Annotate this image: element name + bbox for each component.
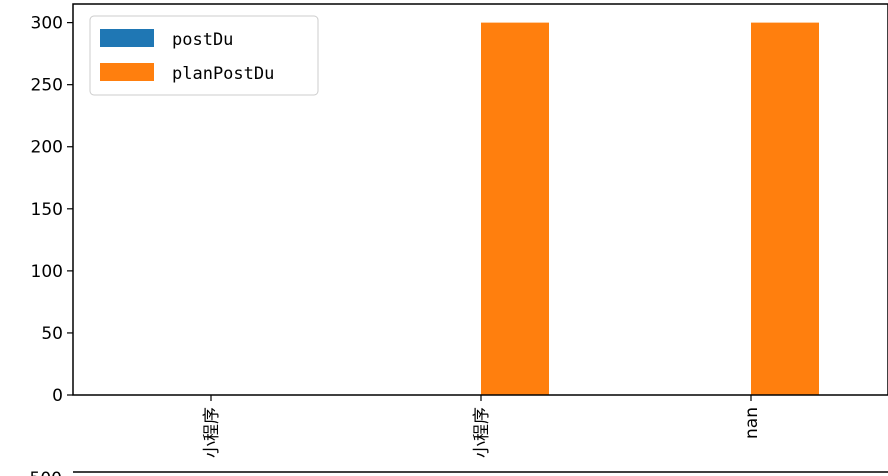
legend-swatch-planPostDu: [100, 63, 154, 81]
y-tick-label-250: 250: [31, 76, 63, 96]
y-tick-label-100: 100: [31, 262, 63, 282]
legend-label-postDu: postDu: [172, 30, 233, 50]
y-tick-label-50: 50: [41, 324, 63, 344]
plot-frame: [72, 3, 888, 396]
x-axis: 小程序 小程序 nan: [202, 395, 762, 458]
bars-group: [481, 22, 819, 395]
y-tick-label-150: 150: [31, 200, 63, 220]
y-tick-label-200: 200: [31, 138, 63, 158]
y-tick-label-0: 0: [52, 386, 63, 406]
legend-swatch-postDu: [100, 29, 154, 47]
y-tick-label-300: 300: [31, 14, 63, 34]
legend-label-planPostDu: planPostDu: [172, 64, 274, 84]
bar-planPostDu-1: [481, 22, 549, 395]
x-tick-label-2: nan: [742, 407, 762, 439]
bar-planPostDu-2: [751, 22, 819, 395]
y-axis: 0 50 100 150 200 250 300: [31, 14, 73, 406]
next-subplot-fragment: 500: [30, 469, 888, 476]
x-tick-label-1: 小程序: [472, 407, 492, 458]
legend: postDu planPostDu: [89, 15, 319, 96]
x-tick-label-0: 小程序: [202, 407, 222, 458]
next-subplot-ytick-label: 500: [30, 469, 62, 476]
